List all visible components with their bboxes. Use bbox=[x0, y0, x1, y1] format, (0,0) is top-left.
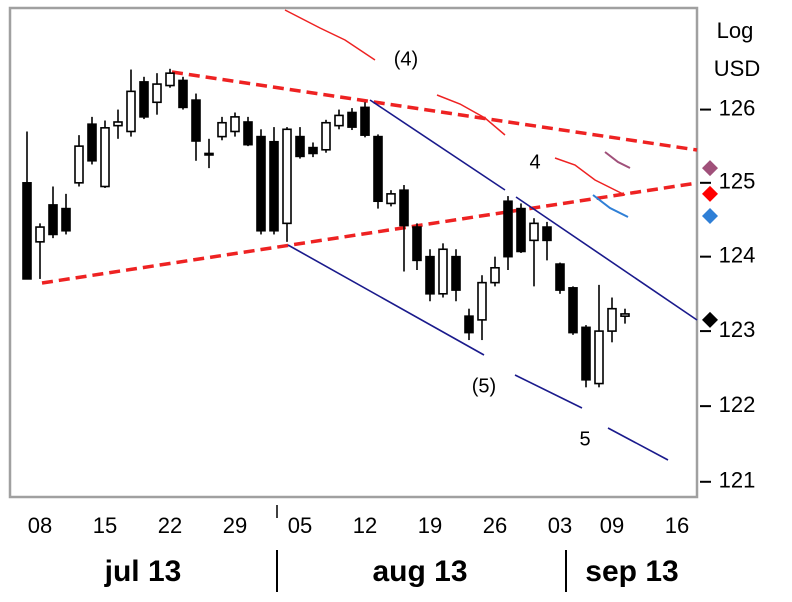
annotation: (5) bbox=[472, 375, 496, 397]
candle-body bbox=[48, 204, 58, 236]
y-axis-label: USD bbox=[714, 56, 760, 81]
candle-body bbox=[477, 281, 487, 321]
candle-body bbox=[347, 111, 357, 128]
plot-frame bbox=[8, 6, 699, 499]
candle-body bbox=[139, 81, 149, 118]
projection-curve bbox=[592, 194, 629, 218]
trendlines bbox=[41, 9, 698, 461]
candle-body bbox=[74, 145, 84, 184]
x-tick-label: 19 bbox=[418, 513, 442, 538]
candle-body bbox=[243, 121, 253, 146]
x-tick-label: 15 bbox=[93, 513, 117, 538]
x-tick-label: 29 bbox=[223, 513, 247, 538]
x-tick-label: 09 bbox=[600, 513, 624, 538]
level-marker bbox=[702, 311, 718, 328]
candle-body bbox=[87, 123, 97, 162]
candle-body bbox=[256, 135, 266, 232]
candle-body bbox=[386, 193, 396, 205]
candle-body bbox=[542, 226, 552, 242]
candle-body bbox=[217, 121, 227, 138]
y-tick-label: 124 bbox=[719, 242, 756, 267]
projection-curve bbox=[284, 9, 376, 61]
month-label: aug 13 bbox=[372, 555, 467, 588]
candle-body bbox=[295, 135, 305, 158]
resistance-line bbox=[171, 70, 698, 152]
candle-body bbox=[61, 207, 71, 232]
annotation: 4 bbox=[529, 151, 540, 173]
candle-body bbox=[165, 72, 175, 87]
level-marker bbox=[702, 185, 718, 202]
candle-body bbox=[399, 189, 409, 227]
y-tick-label: 121 bbox=[719, 468, 756, 493]
candle-body bbox=[113, 121, 123, 127]
channel-upper bbox=[369, 99, 506, 191]
candle-body bbox=[282, 128, 292, 225]
channel-lower bbox=[607, 427, 669, 461]
candle-body bbox=[152, 83, 162, 104]
x-tick-label: 08 bbox=[28, 513, 52, 538]
candle-body bbox=[204, 152, 214, 156]
y-tick-label: 122 bbox=[719, 392, 756, 417]
candle-body bbox=[451, 255, 461, 291]
candle-body bbox=[529, 222, 539, 242]
channel-upper bbox=[515, 196, 698, 321]
candle-body bbox=[308, 146, 318, 155]
level-marker bbox=[702, 207, 718, 224]
candle-body bbox=[22, 182, 32, 280]
x-tick-label: 16 bbox=[665, 513, 689, 538]
support-line bbox=[41, 181, 698, 285]
candle-body bbox=[412, 226, 422, 262]
candle-body bbox=[269, 140, 279, 232]
y-tick-label: 123 bbox=[719, 317, 756, 342]
y-axis-label: Log bbox=[717, 18, 754, 43]
month-label: jul 13 bbox=[104, 555, 182, 588]
candle-body bbox=[516, 207, 526, 253]
candle-body bbox=[360, 106, 370, 136]
y-tick-label: 125 bbox=[719, 169, 756, 194]
x-tick-label: 05 bbox=[288, 513, 312, 538]
candle-body bbox=[35, 226, 45, 243]
projection-curve bbox=[436, 94, 506, 136]
candle-body bbox=[503, 200, 513, 258]
candle-body bbox=[594, 330, 604, 385]
candle-body bbox=[464, 315, 474, 334]
candle-body bbox=[178, 79, 188, 109]
candle-body bbox=[581, 326, 591, 381]
candle-body bbox=[490, 266, 500, 284]
candle-body bbox=[321, 121, 331, 151]
candle-body bbox=[620, 313, 630, 317]
x-tick-label: 03 bbox=[548, 513, 572, 538]
candle-body bbox=[555, 263, 565, 291]
candle-body bbox=[230, 116, 240, 133]
month-label: sep 13 bbox=[585, 555, 678, 588]
candle-body bbox=[191, 99, 201, 142]
candle-body bbox=[568, 287, 578, 334]
candle-body bbox=[100, 127, 110, 188]
candle-body bbox=[334, 114, 344, 127]
x-tick-label: 26 bbox=[483, 513, 507, 538]
annotation: 5 bbox=[579, 428, 590, 450]
candle-body bbox=[373, 135, 383, 203]
candle-body bbox=[607, 307, 617, 332]
candle-body bbox=[126, 90, 136, 133]
projection-curve bbox=[604, 151, 631, 169]
x-tick-label: 12 bbox=[353, 513, 377, 538]
y-tick-label: 126 bbox=[719, 95, 756, 120]
level-marker bbox=[702, 160, 718, 177]
channel-lower bbox=[287, 244, 485, 356]
annotation: (4) bbox=[394, 48, 418, 70]
channel-lower bbox=[514, 374, 583, 409]
candle-body bbox=[438, 248, 448, 295]
projection-curve bbox=[554, 157, 626, 196]
candle-body bbox=[425, 255, 435, 295]
x-tick-label: 22 bbox=[158, 513, 182, 538]
